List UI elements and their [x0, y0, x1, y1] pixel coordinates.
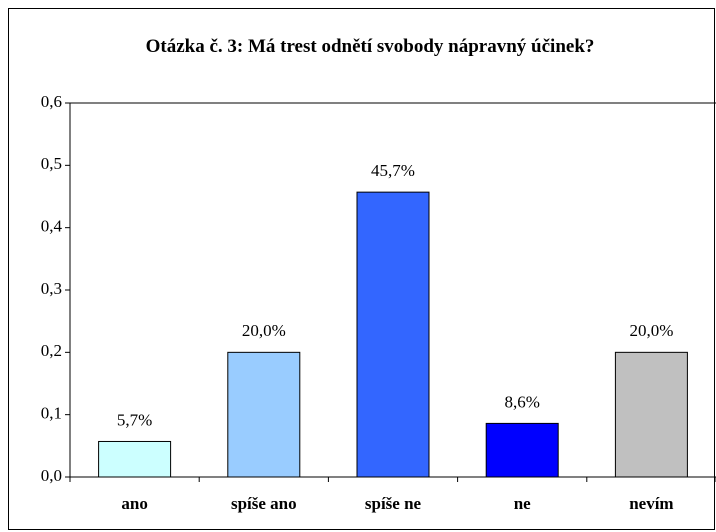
y-tick-label: 0,5	[41, 154, 62, 173]
value-label: 45,7%	[371, 161, 415, 180]
x-tick-label: spíše ano	[231, 494, 297, 513]
y-tick-label: 0,6	[41, 92, 62, 111]
bar	[227, 351, 301, 478]
y-tick-label: 0,3	[41, 279, 62, 298]
value-label: 20,0%	[242, 321, 286, 340]
value-label: 20,0%	[629, 321, 673, 340]
chart-title: Otázka č. 3: Má trest odnětí svobody náp…	[145, 36, 595, 57]
value-label: 8,6%	[504, 392, 539, 411]
x-tick-label: nevím	[629, 494, 673, 513]
bar	[614, 351, 688, 478]
x-tick-label: spíše ne	[365, 494, 422, 513]
bar	[485, 422, 559, 478]
y-tick-label: 0,0	[41, 466, 62, 485]
bar	[356, 191, 430, 478]
x-tick-label: ano	[121, 494, 147, 513]
y-tick-label: 0,2	[41, 341, 62, 360]
y-tick-label: 0,1	[41, 404, 62, 423]
bar	[98, 440, 172, 478]
y-tick-label: 0,4	[41, 217, 63, 236]
value-label: 5,7%	[117, 410, 152, 429]
x-tick-label: ne	[514, 494, 531, 513]
